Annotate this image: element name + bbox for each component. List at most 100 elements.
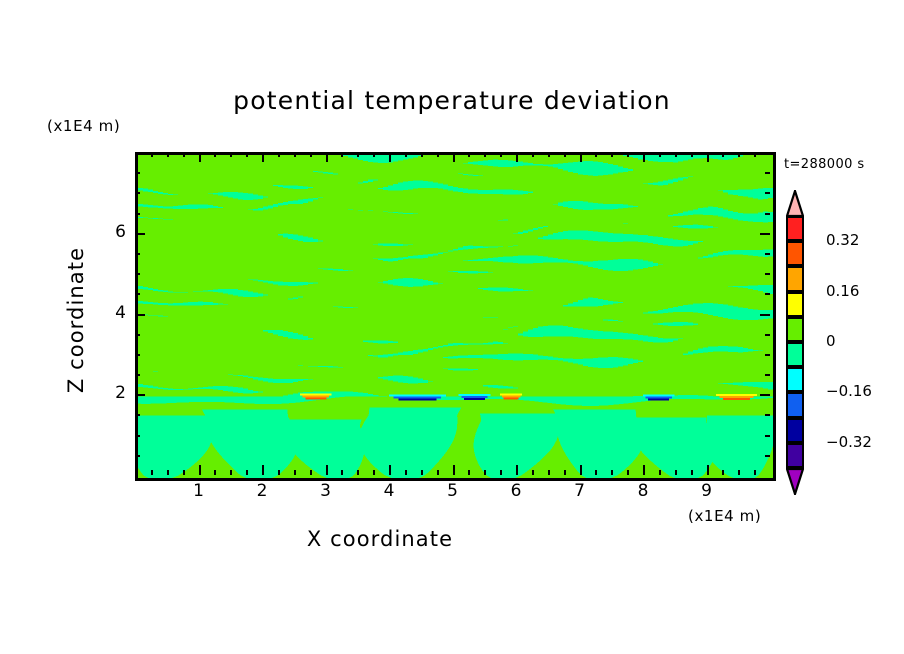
x-minor-tick-top (214, 152, 217, 157)
x-tick-label: 1 (193, 481, 204, 501)
colorbar (786, 190, 804, 495)
colorbar-tick-label: 0 (826, 332, 836, 350)
x-minor-tick-top (658, 152, 661, 157)
y-minor-tick (135, 414, 140, 417)
y-major-tick-right (760, 313, 770, 316)
x-tick-label: 7 (574, 481, 585, 501)
x-minor-tick (722, 470, 725, 475)
colorbar-tick-label: 0.32 (826, 231, 860, 250)
x-minor-tick-top (484, 152, 487, 157)
x-minor-tick-top (404, 152, 407, 157)
y-tick-label: 6 (115, 221, 126, 242)
x-minor-tick-top (309, 152, 312, 157)
x-axis-unit-label: (x1E4 m) (688, 507, 762, 525)
x-axis-title: X coordinate (306, 527, 454, 551)
y-minor-tick (135, 353, 140, 356)
colorbar-segment (786, 216, 804, 242)
x-minor-tick (373, 470, 376, 475)
x-tick-label: 2 (256, 481, 268, 501)
x-major-tick-top (516, 152, 518, 162)
y-major-tick (135, 232, 145, 235)
colorbar-segment (786, 442, 804, 468)
x-major-tick-top (643, 152, 645, 162)
x-minor-tick-top (293, 152, 296, 157)
x-minor-tick (690, 470, 693, 475)
x-minor-tick-top (531, 152, 534, 157)
contour-plot-area (135, 152, 776, 481)
x-minor-tick-top (547, 152, 550, 157)
x-major-tick-top (325, 152, 328, 162)
x-major-tick-top (198, 152, 201, 162)
x-minor-tick (468, 470, 471, 475)
x-minor-tick-top (595, 152, 598, 157)
x-major-tick-top (579, 152, 582, 162)
x-minor-tick (674, 470, 677, 475)
x-major-tick-top (389, 152, 391, 162)
x-minor-tick-top (230, 152, 233, 157)
x-minor-tick (182, 470, 185, 475)
colorbar-segment (786, 241, 804, 267)
x-minor-tick (436, 470, 439, 475)
y-minor-tick-right (765, 333, 770, 336)
colorbar-overflow-arrow-bottom (786, 468, 804, 495)
x-minor-tick-top (277, 152, 280, 157)
y-tick-label: 4 (115, 302, 126, 323)
y-minor-tick (135, 374, 140, 377)
x-minor-tick (309, 470, 312, 475)
y-minor-tick (135, 252, 140, 255)
y-minor-tick (135, 212, 140, 215)
y-major-tick-right (760, 232, 770, 235)
x-minor-tick (230, 470, 233, 475)
x-minor-tick (293, 470, 296, 475)
colorbar-segment (786, 367, 804, 393)
colorbar-tick-label: 0.16 (826, 281, 860, 300)
y-axis-title: Z coordinate (64, 246, 88, 394)
x-tick-label: 3 (320, 481, 331, 501)
x-major-tick-top (706, 152, 709, 162)
x-minor-tick (658, 470, 661, 475)
x-minor-tick (357, 470, 360, 475)
x-tick-label: 5 (447, 481, 458, 501)
x-major-tick (706, 465, 709, 475)
colorbar-tick-label: −0.32 (826, 432, 872, 451)
x-minor-tick (500, 470, 503, 475)
x-minor-tick-top (468, 152, 471, 157)
x-minor-tick (277, 470, 280, 475)
x-minor-tick (420, 470, 423, 475)
x-minor-tick (531, 470, 534, 475)
colorbar-segment (786, 417, 804, 443)
x-minor-tick (166, 470, 169, 475)
x-minor-tick (611, 470, 614, 475)
x-major-tick (643, 465, 645, 475)
y-minor-tick-right (765, 414, 770, 417)
x-minor-tick-top (182, 152, 185, 157)
y-minor-tick-right (765, 172, 770, 175)
x-major-tick (262, 465, 264, 475)
x-minor-tick-top (420, 152, 423, 157)
x-minor-tick-top (246, 152, 249, 157)
x-minor-tick (738, 470, 741, 475)
y-major-tick (135, 313, 145, 316)
y-minor-tick-right (765, 374, 770, 377)
y-minor-tick (135, 172, 140, 175)
x-minor-tick-top (373, 152, 376, 157)
y-minor-tick-right (765, 434, 770, 437)
y-axis-unit-label: (x1E4 m) (47, 117, 121, 135)
x-minor-tick-top (722, 152, 725, 157)
y-minor-tick-right (765, 454, 770, 457)
colorbar-segment (786, 316, 804, 342)
x-minor-tick (150, 470, 153, 475)
y-minor-tick-right (765, 252, 770, 255)
x-tick-label: 6 (510, 481, 522, 501)
x-minor-tick-top (754, 152, 757, 157)
x-minor-tick-top (357, 152, 360, 157)
x-minor-tick (547, 470, 550, 475)
x-minor-tick-top (674, 152, 677, 157)
x-tick-label: 8 (637, 481, 649, 501)
x-minor-tick (627, 470, 630, 475)
x-minor-tick (563, 470, 566, 475)
x-major-tick-top (262, 152, 264, 162)
x-major-tick (325, 465, 328, 475)
y-minor-tick-right (765, 192, 770, 195)
